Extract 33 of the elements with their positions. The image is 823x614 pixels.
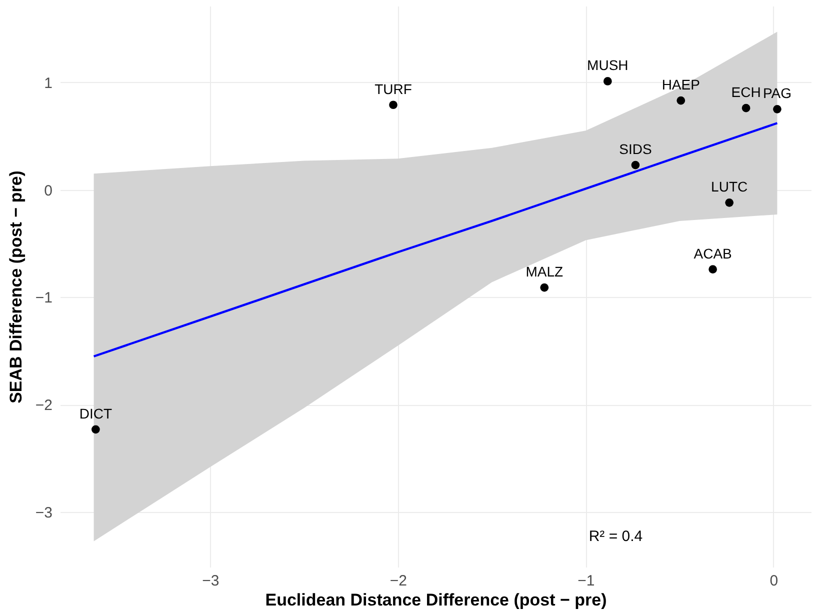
point: [725, 198, 734, 207]
point: [676, 96, 686, 105]
y-tick-label: −1: [35, 290, 52, 307]
annotation: TURF: [374, 80, 412, 97]
annotation: DICT: [79, 405, 112, 422]
line-series: [92, 122, 778, 358]
annotation: MUSH: [587, 57, 628, 74]
x-axis-title: Euclidean Distance Difference (post − pre): [265, 590, 607, 610]
x-tick-label: 0: [770, 572, 778, 590]
annotation: HAEP: [662, 76, 700, 93]
point: [708, 265, 717, 274]
y-tick-label: −3: [35, 504, 52, 522]
point: [631, 160, 640, 170]
y-tick-label: 0: [44, 182, 52, 200]
point: [91, 425, 100, 434]
x-tick-label: −1: [578, 572, 595, 590]
point: [603, 77, 612, 86]
annotation: ACAB: [694, 245, 732, 262]
x-tick-label: −2: [390, 572, 408, 590]
y-axis-title: SEAB Difference (post − pre): [6, 170, 26, 404]
annotation: ECH: [731, 84, 761, 100]
point: [773, 105, 782, 114]
annotation: MALZ: [526, 264, 564, 280]
point: [389, 100, 398, 110]
point: [742, 104, 750, 112]
annotation: LUTC: [711, 178, 748, 195]
annotation: R² = 0.4: [588, 528, 643, 546]
point: [540, 283, 549, 292]
y-tick-label: 1: [44, 74, 52, 92]
annotation: SIDS: [619, 141, 652, 158]
annotation: PAG: [762, 85, 792, 102]
x-tick-label: −3: [202, 572, 220, 590]
y-tick-label: −2: [35, 397, 52, 414]
